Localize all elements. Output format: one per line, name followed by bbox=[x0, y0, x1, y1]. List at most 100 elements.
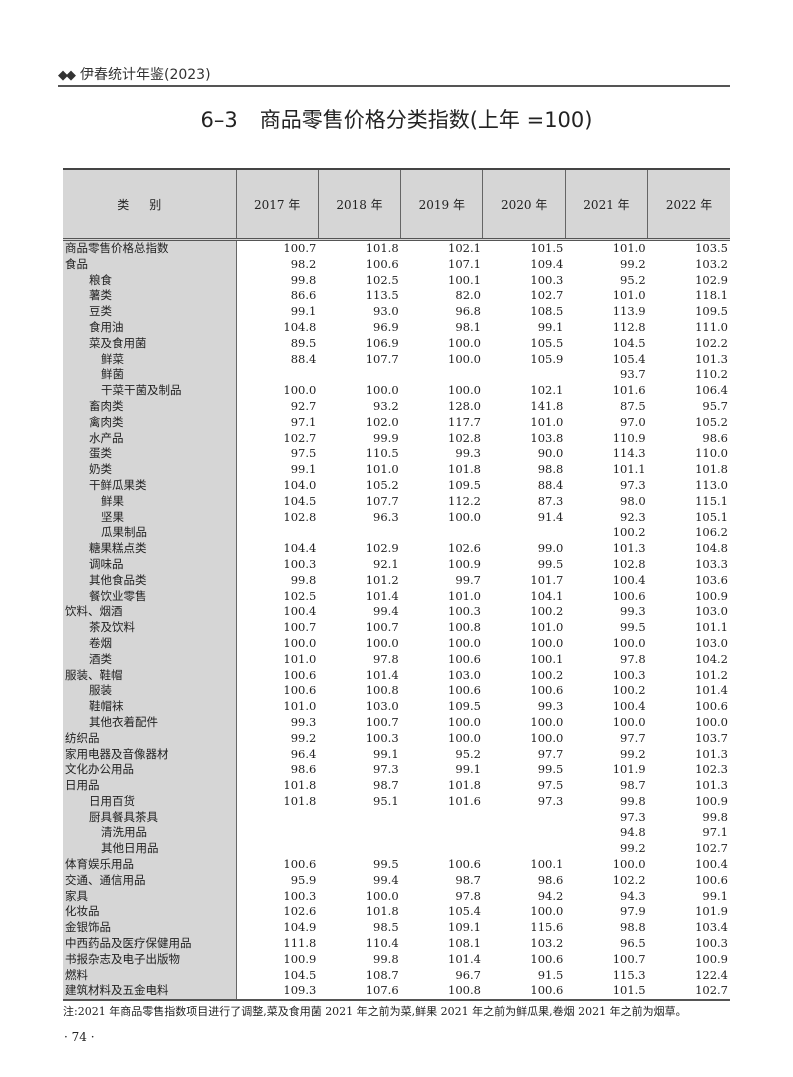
index-value: 115.3 bbox=[612, 967, 646, 982]
index-value: 100.8 bbox=[400, 983, 483, 1002]
table-row: 金银饰品 104.9 98.5 109.1 115.6 98.8 103.4 bbox=[63, 920, 730, 937]
table-row: 家具 100.3 100.0 97.8 94.2 94.3 99.1 bbox=[63, 888, 730, 905]
table-row: 清洗用品 94.8 97.1 bbox=[63, 825, 730, 842]
index-value: 104.8 bbox=[283, 319, 317, 334]
index-value: 88.4 bbox=[290, 351, 317, 366]
index-value: 105.4 bbox=[448, 904, 481, 919]
category-name: 建筑材料及五金电料 bbox=[63, 983, 237, 1002]
index-value: 100.6 bbox=[448, 651, 481, 666]
index-value: 109.1 bbox=[448, 920, 481, 935]
index-value: 95.1 bbox=[373, 793, 399, 808]
index-value: 101.6 bbox=[448, 793, 481, 808]
index-value: 97.3 bbox=[537, 793, 564, 808]
index-value: 94.3 bbox=[620, 888, 646, 903]
category-name: 服装、鞋帽 bbox=[63, 667, 237, 684]
index-value: 107.7 bbox=[365, 493, 399, 508]
category-name: 其他日用品 bbox=[63, 841, 237, 858]
category-name: 日用品 bbox=[63, 778, 237, 794]
index-value: 97.1 bbox=[290, 414, 317, 429]
index-value: 100.6 bbox=[695, 699, 728, 714]
index-value: 100.0 bbox=[448, 730, 481, 745]
index-value: 91.5 bbox=[537, 967, 564, 982]
category-name: 家具 bbox=[63, 888, 237, 905]
index-value: 101.0 bbox=[448, 588, 481, 603]
index-value: 109.5 bbox=[448, 699, 481, 714]
index-value: 101.9 bbox=[612, 762, 646, 777]
index-value: 104.0 bbox=[283, 477, 317, 492]
index-value bbox=[401, 825, 483, 841]
table-row: 菜及食用菌 89.5 106.9 100.0 105.5 104.5 102.2 bbox=[63, 335, 730, 352]
table-row: 建筑材料及五金电料 109.3 107.6 100.8 100.6 101.5 102.7 bbox=[63, 983, 730, 1002]
index-value: 104.4 bbox=[283, 541, 317, 556]
index-value: 112.8 bbox=[612, 319, 646, 334]
diamond-icon: ◆◆ bbox=[58, 68, 76, 83]
table-row: 卷烟 100.0 100.0 100.0 100.0 100.0 103.0 bbox=[63, 635, 730, 652]
category-name: 鞋帽袜 bbox=[63, 699, 237, 715]
index-value: 100.3 bbox=[283, 888, 317, 903]
index-value: 101.0 bbox=[612, 241, 646, 255]
index-value: 108.5 bbox=[530, 304, 564, 319]
category-name: 饮料、烟酒 bbox=[63, 604, 237, 621]
index-value: 99.5 bbox=[373, 857, 399, 872]
index-value: 99.1 bbox=[702, 888, 728, 903]
table-row: 交通、通信用品 95.9 99.4 98.7 98.6 102.2 100.6 bbox=[63, 872, 730, 889]
category-name: 鲜菌 bbox=[63, 367, 237, 384]
index-value: 99.2 bbox=[290, 730, 317, 745]
index-value: 102.5 bbox=[283, 588, 317, 603]
index-value: 86.6 bbox=[290, 288, 317, 303]
table-number: 6–3 bbox=[200, 108, 238, 132]
index-value: 103.2 bbox=[695, 256, 728, 271]
index-value: 102.6 bbox=[283, 904, 317, 919]
index-value: 103.8 bbox=[530, 430, 564, 445]
index-value: 99.1 bbox=[290, 304, 317, 319]
index-value: 100.0 bbox=[448, 351, 481, 366]
price-index-table: 类别 2017 年 2018 年 2019 年 2020 年 2021 年 2022 年 商… bbox=[63, 168, 730, 1002]
index-value: 104.5 bbox=[283, 493, 317, 508]
table-row: 鲜菌 93.7 110.2 bbox=[63, 367, 730, 384]
index-value: 92.1 bbox=[373, 556, 399, 571]
index-value bbox=[318, 367, 400, 383]
category-name: 鲜菜 bbox=[63, 351, 237, 368]
index-value: 100.0 bbox=[695, 714, 728, 729]
index-value bbox=[483, 810, 565, 826]
index-value: 100.6 bbox=[482, 983, 566, 1002]
table-row: 食用油 104.8 96.9 98.1 99.1 112.8 111.0 bbox=[63, 319, 730, 336]
index-value: 100.9 bbox=[695, 588, 728, 603]
index-value: 102.7 bbox=[695, 841, 728, 856]
table-row: 鞋帽袜 101.0 103.0 109.5 99.3 100.4 100.6 bbox=[63, 699, 730, 715]
index-value: 99.2 bbox=[620, 746, 646, 761]
table-row: 服装 100.6 100.8 100.6 100.6 100.2 101.4 bbox=[63, 683, 730, 700]
index-value: 93.2 bbox=[373, 398, 399, 413]
index-value: 97.3 bbox=[620, 477, 646, 492]
index-value: 104.1 bbox=[530, 588, 564, 603]
index-value: 100.3 bbox=[448, 604, 481, 619]
table-row: 服装、鞋帽 100.6 101.4 103.0 100.2 100.3 101.2 bbox=[63, 667, 730, 684]
index-value: 111.8 bbox=[283, 936, 317, 951]
table-row: 其他日用品 99.2 102.7 bbox=[63, 841, 730, 858]
index-value: 97.5 bbox=[537, 778, 564, 793]
index-value: 105.1 bbox=[695, 509, 728, 524]
index-value: 108.1 bbox=[448, 936, 481, 951]
table-row: 茶及饮料 100.7 100.7 100.8 101.0 99.5 101.1 bbox=[63, 620, 730, 636]
index-value: 100.8 bbox=[448, 620, 481, 635]
index-value: 101.1 bbox=[612, 462, 646, 477]
index-value: 103.0 bbox=[365, 699, 399, 714]
index-value: 88.4 bbox=[537, 477, 564, 492]
index-value: 107.7 bbox=[365, 351, 399, 366]
index-value: 87.5 bbox=[620, 398, 646, 413]
index-value: 106.9 bbox=[365, 335, 399, 350]
index-value: 96.7 bbox=[455, 967, 481, 982]
index-value: 92.3 bbox=[620, 509, 646, 524]
table-row: 餐饮业零售 102.5 101.4 101.0 104.1 100.6 100.9 bbox=[63, 588, 730, 605]
index-value: 113.0 bbox=[695, 477, 728, 492]
index-value: 100.3 bbox=[695, 936, 728, 951]
category-name: 粮食 bbox=[63, 272, 237, 289]
index-value: 99.7 bbox=[455, 572, 481, 587]
index-value: 97.7 bbox=[620, 730, 646, 745]
index-value: 105.2 bbox=[695, 414, 728, 429]
index-value: 103.0 bbox=[448, 667, 481, 682]
table-row: 厨具餐具茶具 97.3 99.8 bbox=[63, 809, 730, 826]
category-name: 书报杂志及电子出版物 bbox=[63, 951, 237, 968]
index-value: 99.8 bbox=[290, 272, 317, 287]
index-value: 109.5 bbox=[695, 304, 728, 319]
